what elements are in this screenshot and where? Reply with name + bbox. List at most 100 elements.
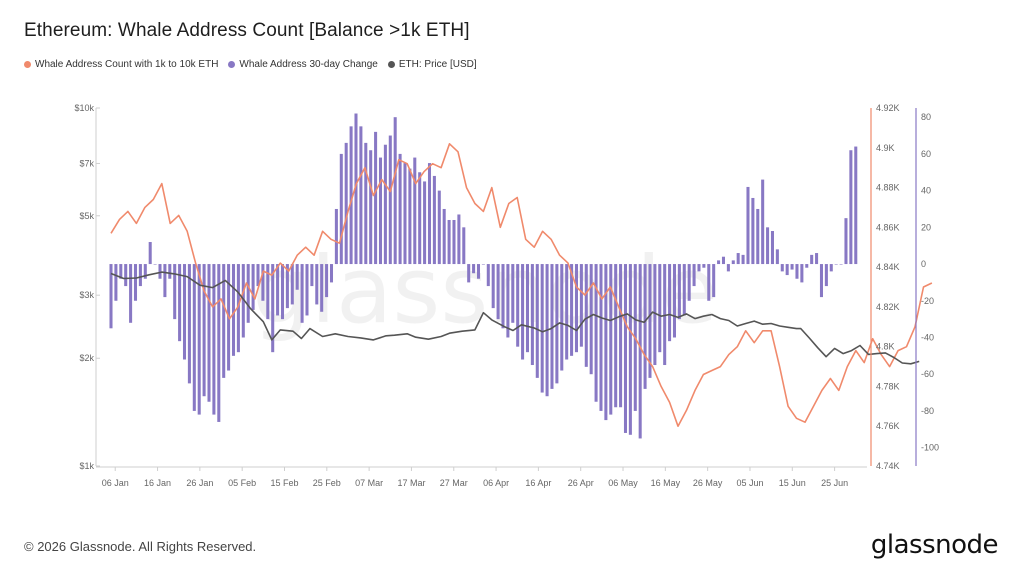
y-tick-price: $10k bbox=[74, 103, 94, 113]
change-bar bbox=[413, 157, 417, 265]
change-bar bbox=[672, 264, 676, 338]
change-bar bbox=[829, 264, 833, 272]
legend-item-eth-price[interactable]: ETH: Price [USD] bbox=[387, 59, 477, 70]
eth-price-line bbox=[110, 271, 920, 365]
change-bar bbox=[530, 264, 534, 366]
y-tick-whale-count: 4.78K bbox=[876, 381, 900, 391]
lines-layer bbox=[110, 143, 933, 427]
change-bar bbox=[261, 264, 265, 301]
change-bars-layer bbox=[109, 113, 858, 439]
change-bar bbox=[599, 264, 603, 411]
change-bar bbox=[628, 264, 632, 435]
y-tick-change: 20 bbox=[921, 222, 931, 232]
change-bar bbox=[246, 264, 250, 323]
chart-title: Ethereum: Whale Address Count [Balance >… bbox=[24, 20, 470, 41]
x-tick-label: 26 Apr bbox=[568, 478, 594, 488]
change-bar bbox=[697, 264, 701, 272]
change-bar bbox=[707, 264, 711, 301]
y-tick-whale-count: 4.76K bbox=[876, 421, 900, 431]
change-bar bbox=[418, 172, 422, 265]
change-bar bbox=[129, 264, 133, 323]
change-bar bbox=[810, 254, 814, 265]
legend-item-30-day-change[interactable]: Whale Address 30-day Change bbox=[228, 59, 378, 70]
change-bar bbox=[109, 264, 113, 329]
x-tick-label: 25 Jun bbox=[821, 478, 848, 488]
legend-label-eth-price: ETH: Price [USD] bbox=[398, 59, 477, 70]
glassnode-logo[interactable]: glassnode bbox=[870, 530, 999, 560]
change-bar bbox=[770, 231, 774, 265]
change-bar bbox=[726, 264, 730, 272]
change-bar bbox=[638, 264, 642, 439]
change-bar bbox=[192, 264, 196, 411]
change-bar bbox=[834, 264, 838, 265]
y-tick-change: -100 bbox=[921, 443, 939, 453]
change-bar bbox=[844, 218, 848, 265]
x-tick-label: 26 Jan bbox=[186, 478, 213, 488]
x-tick-label: 27 Mar bbox=[440, 478, 468, 488]
change-bar bbox=[388, 135, 392, 265]
change-bar bbox=[133, 264, 138, 301]
change-bar bbox=[369, 150, 373, 265]
change-bar bbox=[295, 264, 299, 290]
change-bar bbox=[173, 264, 177, 320]
change-bar bbox=[658, 264, 662, 353]
change-bar bbox=[472, 264, 476, 274]
legend: Whale Address Count with 1k to 10k ETH W… bbox=[24, 59, 477, 70]
y-tick-price: $2k bbox=[79, 353, 94, 363]
change-bar bbox=[717, 260, 721, 265]
legend-item-whale-count[interactable]: Whale Address Count with 1k to 10k ETH bbox=[24, 59, 218, 70]
y-tick-change: 0 bbox=[921, 259, 926, 269]
change-bar bbox=[119, 264, 123, 279]
change-bar bbox=[824, 264, 828, 287]
change-bar bbox=[251, 264, 255, 310]
change-bar bbox=[746, 186, 750, 265]
change-bar bbox=[687, 264, 691, 301]
change-bar bbox=[761, 179, 765, 265]
change-bar bbox=[790, 264, 794, 270]
change-bar bbox=[476, 264, 481, 279]
change-bar bbox=[702, 264, 706, 268]
change-bar bbox=[168, 264, 172, 279]
x-tick-label: 25 Feb bbox=[313, 478, 341, 488]
change-bar bbox=[182, 264, 187, 360]
change-bar bbox=[427, 163, 432, 265]
change-bar bbox=[437, 190, 441, 265]
change-bar bbox=[815, 253, 819, 265]
x-tick-label: 06 May bbox=[608, 478, 638, 488]
x-tick-label: 17 Mar bbox=[397, 478, 425, 488]
change-bar bbox=[153, 264, 157, 265]
x-tick-label: 05 Feb bbox=[228, 478, 256, 488]
change-bar bbox=[805, 264, 809, 268]
change-bar bbox=[285, 264, 289, 309]
change-bar bbox=[854, 146, 858, 265]
change-bar bbox=[290, 264, 294, 305]
change-bar bbox=[594, 264, 598, 402]
x-tick-label: 26 May bbox=[693, 478, 723, 488]
change-bar bbox=[521, 264, 525, 360]
change-bar bbox=[393, 117, 397, 265]
change-bar bbox=[364, 142, 368, 265]
change-bar bbox=[403, 163, 407, 265]
x-tick-label: 07 Mar bbox=[355, 478, 383, 488]
x-tick-label: 06 Jan bbox=[102, 478, 129, 488]
change-bar bbox=[207, 264, 211, 402]
y-tick-change: -40 bbox=[921, 332, 934, 342]
change-bar bbox=[280, 264, 285, 320]
change-bar bbox=[570, 264, 574, 356]
x-tick-label: 06 Apr bbox=[483, 478, 509, 488]
change-bar bbox=[271, 264, 275, 353]
change-bar bbox=[305, 264, 309, 316]
y-tick-whale-count: 4.84K bbox=[876, 262, 900, 272]
change-bar bbox=[447, 219, 451, 265]
y-tick-price: $3k bbox=[79, 290, 94, 300]
change-bar bbox=[535, 264, 539, 378]
change-bar bbox=[256, 264, 260, 287]
change-bar bbox=[359, 126, 363, 265]
y-tick-change: -60 bbox=[921, 369, 934, 379]
axes-layer: $1k $2k $3k $5k $7k $10k 4.74K 4.76K 4.78K 4.8K 4.… bbox=[74, 103, 939, 488]
change-bar bbox=[138, 264, 142, 287]
change-bar bbox=[158, 264, 162, 279]
change-bar bbox=[310, 264, 314, 287]
legend-swatch-30-day-change bbox=[228, 61, 236, 68]
